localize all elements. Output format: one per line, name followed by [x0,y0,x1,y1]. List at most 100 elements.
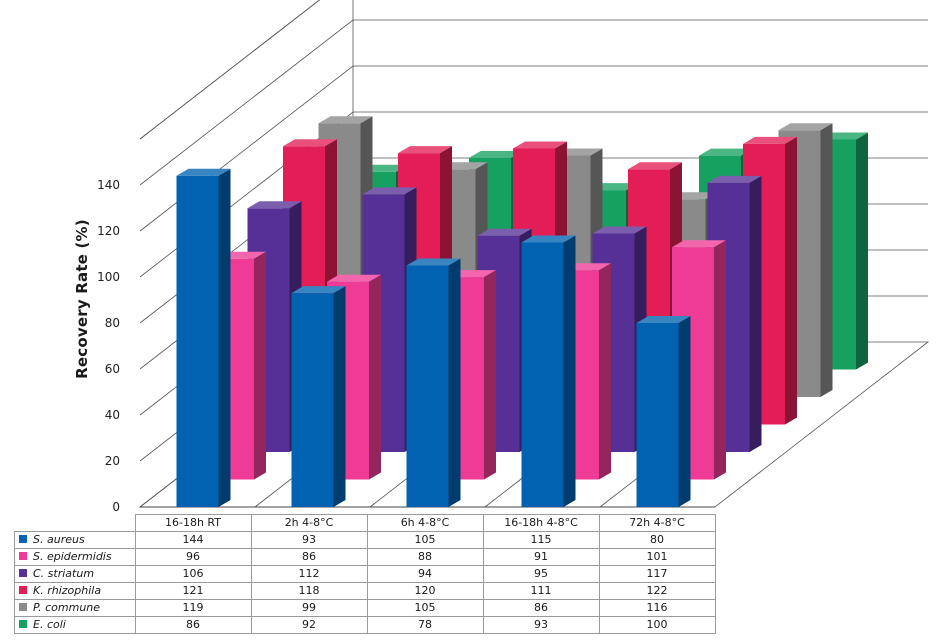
table-column-header: 16-18h 4-8°C [482,514,600,532]
table-cell: 93 [482,616,600,634]
table-cell: 111 [482,582,600,600]
legend-swatch [19,552,27,560]
table-cell: 92 [250,616,368,634]
y-tick-label: 80 [105,316,120,330]
legend-swatch [19,620,27,628]
bar-front [291,293,334,507]
y-tick-label: 140 [97,178,120,192]
gridline [139,0,321,140]
bar-side [254,251,266,480]
table-corner [14,514,136,532]
bar-top [592,226,647,234]
gridline [139,19,928,186]
legend-swatch [19,569,27,577]
bar-top [398,146,452,154]
table-cell: 112 [250,565,368,583]
bar-side [599,263,611,480]
legend-entry: E. coli [14,616,136,634]
legend-label: E. coli [33,618,66,631]
bar-side [785,136,797,425]
data-table: 16-18h RT 2h 4-8°C 6h 4-8°C 16-18h 4-8°C 72h… [14,514,716,634]
bar [636,316,691,507]
bar-top [406,258,461,266]
table-column-header: 72h 4-8°C [598,514,716,532]
table-cell: 122 [598,582,716,600]
table-cell: 120 [366,582,484,600]
table-cell: 118 [250,582,368,600]
chart-bars [176,116,868,508]
table-cell: 144 [134,531,252,549]
legend-swatch [19,603,27,611]
table-cell: 106 [134,565,252,583]
legend-label: S. epidermidis [33,550,112,563]
table-cell: 96 [134,548,252,566]
bar-top [362,187,417,195]
bar-top [318,116,373,124]
legend-label: P. commune [33,601,101,614]
bar-front [176,175,219,508]
bar-top [283,139,337,147]
table-cell: 80 [598,531,716,549]
table-cell: 100 [598,616,716,634]
legend-entry: K. rhizophila [14,582,136,600]
bar-side [714,240,726,480]
y-axis-ticks: 0 20 40 60 80 100 120 140 [97,178,120,514]
bar-top [291,286,346,294]
bar-side [369,274,381,480]
bar-side [333,286,346,507]
table-cell: 93 [250,531,368,549]
bar-top [477,228,532,236]
table-cell: 115 [482,531,600,549]
table-column-header: 16-18h RT [134,514,252,532]
table-cell: 99 [250,599,368,617]
bar-top [743,136,797,144]
bar-side [749,175,762,452]
table-cell: 116 [598,599,716,617]
table-row: P. commune 119 99 105 86 116 [14,599,716,617]
bar-top [778,123,833,131]
legend-entry: C. striatum [14,565,136,583]
y-tick-label: 20 [105,454,120,468]
table-cell: 121 [134,582,252,600]
table-cell: 86 [134,616,252,634]
bar-side [820,123,833,397]
legend-swatch [19,586,27,594]
table-cell: 105 [366,599,484,617]
bar-side [448,258,461,507]
bar-top [521,235,576,243]
bar-top [628,162,682,170]
bar-side [484,270,496,480]
table-cell: 78 [366,616,484,634]
y-tick-label: 40 [105,408,120,422]
bar [406,258,461,507]
bar-top [176,168,231,176]
table-cell: 94 [366,565,484,583]
legend-label: K. rhizophila [33,584,102,597]
legend-entry: P. commune [14,599,136,617]
bar-top [672,240,726,248]
legend-label: S. aureus [33,533,85,546]
table-cell: 91 [482,548,600,566]
table-row: S. aureus 144 93 105 115 80 [14,531,716,549]
table-cell: 88 [366,548,484,566]
bar-top [707,175,762,183]
bar-top [513,141,567,149]
table-row: K. rhizophila 121 118 120 111 122 [14,582,716,600]
bar-front [406,265,449,507]
legend-label: C. striatum [33,567,95,580]
table-column-header: 2h 4-8°C [250,514,368,532]
legend-swatch [19,535,27,543]
table-cell: 117 [598,565,716,583]
legend-entry: S. aureus [14,531,136,549]
bar-top [699,148,753,156]
legend-entry: S. epidermidis [14,548,136,566]
bar [521,235,576,507]
table-column-header: 6h 4-8°C [366,514,484,532]
bar-top [247,201,302,209]
bar-side [218,168,231,508]
table-cell: 101 [598,548,716,566]
bar-top [636,316,691,323]
table-cell: 119 [134,599,252,617]
